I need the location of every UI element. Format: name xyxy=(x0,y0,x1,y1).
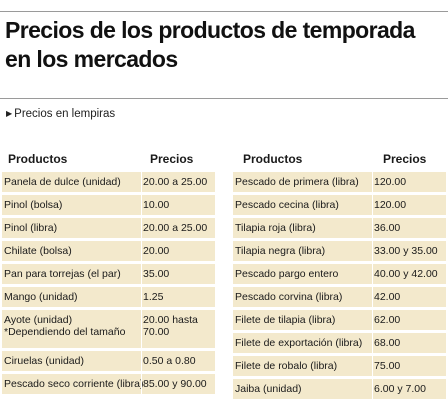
table-row: Panela de dulce (unidad) 20.00 a 25.00 xyxy=(2,172,215,192)
column-divider xyxy=(141,374,142,394)
left-table-header: Productos Precios xyxy=(2,148,215,172)
product-name-line: Ayote (unidad) xyxy=(4,314,73,326)
column-divider xyxy=(372,172,373,192)
left-price-table: Productos Precios Panela de dulce (unida… xyxy=(2,148,215,397)
right-price-table: Productos Precios Pescado de primera (li… xyxy=(233,148,446,400)
column-divider xyxy=(372,379,373,399)
table-row: Ayote (unidad) *Dependiendo del tamaño 20… xyxy=(2,310,215,348)
product-price: 75.00 xyxy=(374,360,401,372)
table-row: Filete de tilapia (libra) 62.00 xyxy=(233,310,446,330)
table-row: Filete de robalo (libra) 75.00 xyxy=(233,356,446,376)
product-name: Pinol (libra) xyxy=(4,222,58,234)
column-divider xyxy=(141,264,142,284)
table-row: Pinol (libra) 20.00 a 25.00 xyxy=(2,218,215,238)
product-name-note: *Dependiendo del tamaño xyxy=(4,326,126,338)
column-divider xyxy=(372,287,373,307)
product-name: Filete de tilapia (libra) xyxy=(235,314,336,326)
product-price: 1.25 xyxy=(143,291,164,303)
column-divider xyxy=(141,241,142,261)
column-divider xyxy=(372,241,373,261)
column-divider xyxy=(141,195,142,215)
product-price: 0.50 a 0.80 xyxy=(143,355,196,367)
page-title: Precios de los productos de temporada en… xyxy=(5,17,415,72)
product-name: Pan para torrejas (el par) xyxy=(4,268,121,280)
product-price: 33.00 y 35.00 xyxy=(374,245,438,257)
column-divider xyxy=(372,333,373,353)
table-row: Tilapia roja (libra) 36.00 xyxy=(233,218,446,238)
table-row: Tilapia negra (libra) 33.00 y 35.00 xyxy=(233,241,446,261)
table-row: Pescado pargo entero 40.00 y 42.00 xyxy=(233,264,446,284)
product-price: 20.00 a 25.00 xyxy=(143,222,208,234)
right-header-prices: Precios xyxy=(383,152,427,166)
product-name: Pinol (bolsa) xyxy=(4,199,63,211)
left-header-prices: Precios xyxy=(150,152,194,166)
table-row: Chilate (bolsa) 20.00 xyxy=(2,241,215,261)
column-divider xyxy=(141,218,142,238)
product-price-line-2: 70.00 xyxy=(143,326,170,338)
product-price: 42.00 xyxy=(374,291,401,303)
product-price: 36.00 xyxy=(374,222,401,234)
product-price: 6.00 y 7.00 xyxy=(374,383,426,395)
column-divider xyxy=(141,310,142,348)
product-price: 85.00 y 90.00 xyxy=(143,378,207,390)
product-price: 20.00 a 25.00 xyxy=(143,176,208,188)
table-row: Pinol (bolsa) 10.00 xyxy=(2,195,215,215)
table-row: Pescado cecina (libra) 120.00 xyxy=(233,195,446,215)
product-price: 10.00 xyxy=(143,199,170,211)
product-name: Filete de exportación (libra) xyxy=(235,337,363,349)
product-price: 62.00 xyxy=(374,314,401,326)
table-row: Ciruelas (unidad) 0.50 a 0.80 xyxy=(2,351,215,371)
top-rule xyxy=(0,11,448,12)
product-name: Pescado corvina (libra) xyxy=(235,291,343,303)
product-name: Mango (unidad) xyxy=(4,291,78,303)
product-name: Pescado seco corriente (libra) xyxy=(4,378,144,390)
product-price: 35.00 xyxy=(143,268,170,280)
subtitle: ▶ Precios en lempiras xyxy=(6,108,115,120)
product-name: Tilapia negra (libra) xyxy=(235,245,326,257)
left-header-products: Productos xyxy=(8,152,68,166)
table-row: Pescado de primera (libra) 120.00 xyxy=(233,172,446,192)
column-divider xyxy=(372,195,373,215)
product-price: 20.00 xyxy=(143,245,170,257)
subtitle-rule xyxy=(0,98,448,99)
product-name: Pescado de primera (libra) xyxy=(235,176,359,188)
product-price: 40.00 y 42.00 xyxy=(374,268,438,280)
product-price: 20.00 hasta 70.00 xyxy=(143,314,215,338)
column-divider xyxy=(141,287,142,307)
column-divider xyxy=(141,172,142,192)
product-name: Ciruelas (unidad) xyxy=(4,355,84,367)
product-name: Panela de dulce (unidad) xyxy=(4,176,121,188)
product-name: Chilate (bolsa) xyxy=(4,245,72,257)
product-price-line: 20.00 hasta xyxy=(143,314,198,326)
table-row: Pescado corvina (libra) 42.00 xyxy=(233,287,446,307)
product-name: Filete de robalo (libra) xyxy=(235,360,338,372)
product-name: Jaiba (unidad) xyxy=(235,383,302,395)
table-row: Filete de exportación (libra) 68.00 xyxy=(233,333,446,353)
column-divider xyxy=(141,351,142,371)
table-row: Pan para torrejas (el par) 35.00 xyxy=(2,264,215,284)
product-name: Tilapia roja (libra) xyxy=(235,222,316,234)
column-divider xyxy=(372,264,373,284)
product-price: 120.00 xyxy=(374,199,407,211)
column-divider xyxy=(372,310,373,330)
product-price: 68.00 xyxy=(374,337,401,349)
table-row: Mango (unidad) 1.25 xyxy=(2,287,215,307)
product-price: 120.00 xyxy=(374,176,407,188)
product-name: Pescado pargo entero xyxy=(235,268,339,280)
column-divider xyxy=(372,356,373,376)
product-name: Pescado cecina (libra) xyxy=(235,199,339,211)
triangle-right-icon: ▶ xyxy=(6,109,13,118)
column-divider xyxy=(372,218,373,238)
right-header-products: Productos xyxy=(243,152,303,166)
table-row: Jaiba (unidad) 6.00 y 7.00 xyxy=(233,379,446,399)
product-name: Ayote (unidad) *Dependiendo del tamaño xyxy=(4,314,144,338)
table-row: Pescado seco corriente (libra) 85.00 y 90… xyxy=(2,374,215,394)
subtitle-text: Precios en lempiras xyxy=(14,108,116,120)
right-table-header: Productos Precios xyxy=(233,148,446,172)
